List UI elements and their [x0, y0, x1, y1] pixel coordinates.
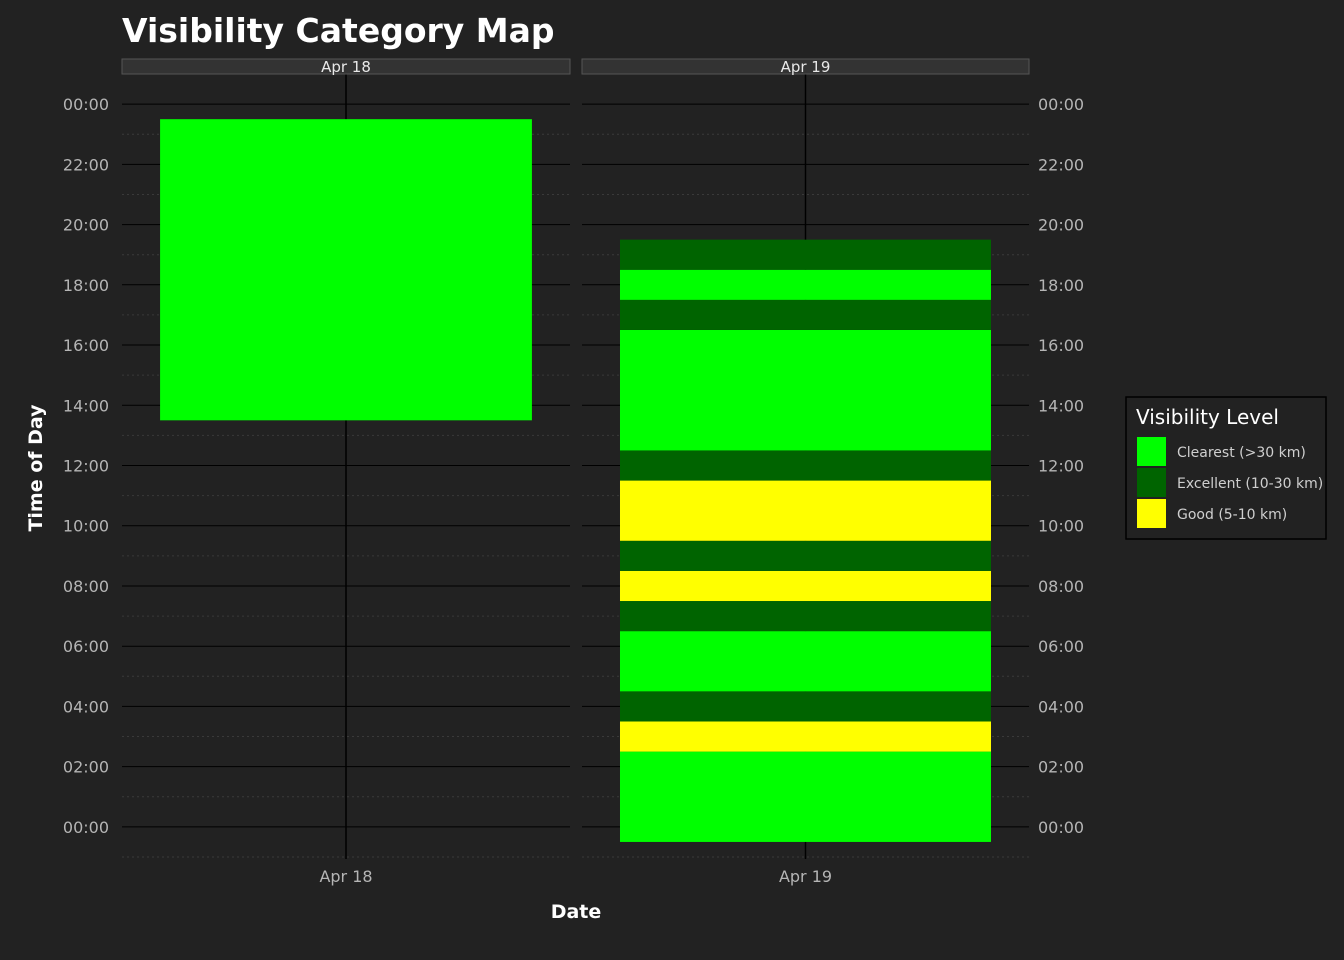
x-tick-label: Apr 19: [779, 867, 832, 886]
y-tick-label-left: 06:00: [63, 637, 109, 656]
visibility-tile: [619, 601, 992, 632]
y-tick-label-right: 08:00: [1038, 577, 1084, 596]
facet-strips: Apr 18 Apr 19: [121, 58, 1030, 76]
visibility-tile: [619, 721, 992, 752]
block-layer: [160, 119, 992, 842]
visibility-tile: [619, 691, 992, 722]
y-tick-label-left: 02:00: [63, 758, 109, 777]
facet-strip: [121, 58, 571, 75]
legend-swatch: [1137, 499, 1166, 528]
y-tick-label-right: 00:00: [1038, 95, 1084, 114]
visibility-tile: [160, 119, 532, 421]
visibility-tile: [619, 631, 992, 692]
y-tick-label-left: 04:00: [63, 697, 109, 716]
y-tick-label-left: 16:00: [63, 336, 109, 355]
visibility-tile: [619, 269, 992, 300]
y-tick-label-right: 06:00: [1038, 637, 1084, 656]
facet-strip-label: Apr 18: [321, 58, 371, 76]
x-tick-label: Apr 18: [319, 867, 372, 886]
visibility-tile: [619, 480, 992, 541]
visibility-tile: [619, 570, 992, 602]
y-tick-label-right: 04:00: [1038, 697, 1084, 716]
y-tick-label-right: 16:00: [1038, 336, 1084, 355]
visibility-tile: [619, 751, 992, 842]
x-axis-title: Date: [551, 901, 602, 923]
y-tick-label-right: 12:00: [1038, 457, 1084, 476]
y-axis-title: Time of Day: [25, 404, 47, 532]
visibility-tile: [619, 299, 992, 330]
y-tick-label-left: 10:00: [63, 517, 109, 536]
legend-label: Excellent (10-30 km): [1177, 476, 1323, 492]
y-tick-label-left: 20:00: [63, 216, 109, 235]
tick-labels: Apr 18 Apr 19 00:00 00:00 02:00 02:00 04:00 04:…: [63, 95, 1084, 886]
y-tick-label-right: 02:00: [1038, 758, 1084, 777]
y-tick-label-left: 14:00: [63, 396, 109, 415]
facet-strip-label: Apr 19: [781, 58, 831, 76]
legend-title: Visibility Level: [1136, 405, 1279, 429]
y-tick-label-left: 18:00: [63, 276, 109, 295]
visibility-tile: [619, 540, 992, 571]
legend: Visibility Level Clearest (>30 km) Excell…: [1125, 396, 1327, 540]
visibility-tile: [619, 329, 992, 451]
y-tick-label-right: 10:00: [1038, 517, 1084, 536]
legend-swatch: [1137, 437, 1166, 466]
legend-label: Good (5-10 km): [1177, 507, 1287, 523]
y-tick-label-left: 08:00: [63, 577, 109, 596]
legend-swatch: [1137, 468, 1166, 497]
visibility-tile: [619, 239, 992, 270]
y-tick-label-left: 22:00: [63, 155, 109, 174]
y-tick-label-right: 22:00: [1038, 155, 1084, 174]
facet-strip: [581, 58, 1030, 75]
legend-label: Clearest (>30 km): [1177, 445, 1306, 461]
chart-title: Visibility Category Map: [122, 11, 555, 50]
visibility-tile: [619, 450, 992, 481]
y-tick-label-left: 00:00: [63, 818, 109, 837]
y-tick-label-left: 12:00: [63, 457, 109, 476]
y-tick-label-right: 00:00: [1038, 818, 1084, 837]
y-tick-label-right: 20:00: [1038, 216, 1084, 235]
y-tick-label-right: 14:00: [1038, 396, 1084, 415]
y-tick-label-left: 00:00: [63, 95, 109, 114]
y-tick-label-right: 18:00: [1038, 276, 1084, 295]
legend-items: Clearest (>30 km) Excellent (10-30 km) Goo…: [1137, 437, 1323, 528]
